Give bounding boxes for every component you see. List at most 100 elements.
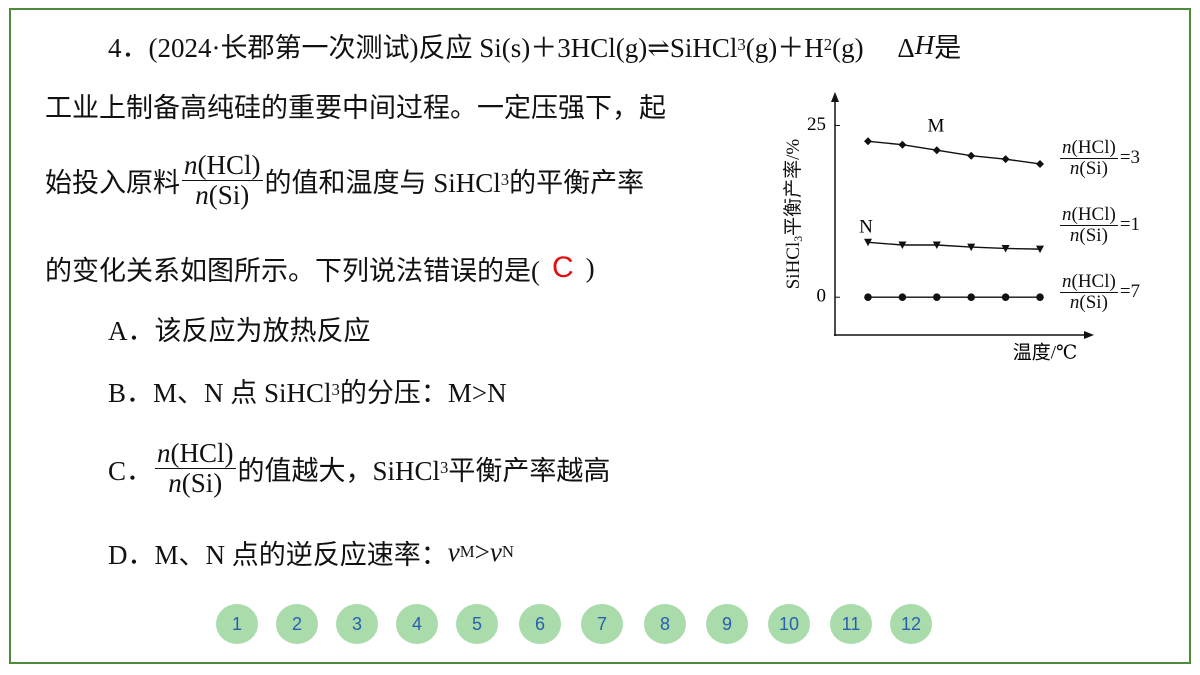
nav-button[interactable]: 10 bbox=[768, 604, 810, 644]
y-tick-label: 25 bbox=[807, 114, 826, 135]
text: 平衡产率/% bbox=[783, 138, 805, 236]
text: (g)＋H bbox=[745, 32, 824, 63]
nav-button[interactable]: 12 bbox=[890, 604, 932, 644]
nav-button[interactable]: 5 bbox=[456, 604, 498, 644]
text: (HCl) bbox=[197, 150, 261, 181]
marker bbox=[898, 293, 907, 302]
nav-button[interactable]: 4 bbox=[396, 604, 438, 644]
denominator: n(Si) bbox=[1069, 157, 1108, 179]
nav-button[interactable]: 1 bbox=[216, 604, 258, 644]
text: (Si) bbox=[1079, 291, 1108, 313]
nav-button[interactable]: 6 bbox=[519, 604, 561, 644]
italic-text: H bbox=[914, 29, 935, 60]
fraction: n(HCl) n(Si) bbox=[155, 439, 236, 497]
text: (g) Δ bbox=[832, 32, 915, 63]
answer: C bbox=[552, 251, 574, 284]
y-axis-arrow bbox=[831, 92, 839, 102]
numerator: n(HCl) bbox=[1060, 272, 1118, 293]
nav-button[interactable]: 11 bbox=[830, 604, 872, 644]
text: (HCl) bbox=[1071, 204, 1116, 225]
italic-text: n bbox=[184, 150, 198, 181]
nav-button[interactable]: 8 bbox=[644, 604, 686, 644]
series-line bbox=[867, 140, 1041, 165]
subscript: 3 bbox=[737, 35, 746, 54]
marker bbox=[898, 140, 907, 149]
text: 的分压：M>N bbox=[339, 377, 507, 408]
marker bbox=[932, 241, 941, 250]
question-line: 的变化关系如图所示。下列说法错误的是(C) bbox=[45, 238, 595, 298]
subscript: 3 bbox=[440, 458, 449, 477]
text: ) bbox=[585, 252, 595, 283]
legend-value: =1 bbox=[1119, 214, 1141, 236]
marker bbox=[1001, 155, 1010, 164]
fraction: n(HCl) n(Si) bbox=[1060, 272, 1118, 313]
legend-value: =3 bbox=[1119, 147, 1141, 169]
italic-text: n bbox=[1069, 291, 1080, 313]
fraction: n(HCl) n(Si) bbox=[1060, 138, 1118, 179]
text: (HCl) bbox=[1071, 271, 1116, 292]
text: > bbox=[474, 536, 490, 567]
subscript: 3 bbox=[791, 235, 805, 242]
subscript: 3 bbox=[500, 170, 510, 189]
text: (Si) bbox=[181, 467, 223, 498]
fraction: n(HCl) n(Si) bbox=[182, 151, 263, 209]
marker bbox=[864, 137, 872, 146]
text: 的值越大，SiHCl bbox=[237, 455, 441, 486]
denominator: n(Si) bbox=[168, 467, 223, 498]
marker bbox=[1036, 293, 1044, 302]
text: 的平衡产率 bbox=[509, 167, 645, 198]
text: B．M、N 点 SiHCl bbox=[108, 377, 332, 408]
option: C． n(HCl) n(Si) 的值越大，SiHCl 3 平衡产率越高 bbox=[108, 438, 610, 498]
legend-value: =7 bbox=[1119, 281, 1141, 303]
text: A．该反应为放热反应 bbox=[108, 315, 371, 346]
legend-entry: n(HCl) n(Si) =1 bbox=[1058, 205, 1140, 246]
nav-button[interactable]: 2 bbox=[276, 604, 318, 644]
text: (HCl) bbox=[1071, 137, 1116, 158]
denominator: n(Si) bbox=[1069, 291, 1108, 313]
marker bbox=[864, 293, 872, 302]
italic-text: n bbox=[1069, 224, 1080, 246]
subscript: 2 bbox=[823, 35, 833, 54]
subscript: M bbox=[459, 542, 475, 561]
point-label: M bbox=[928, 116, 945, 137]
nav-button[interactable]: 3 bbox=[336, 604, 378, 644]
series-line bbox=[867, 241, 1041, 250]
marker bbox=[1001, 293, 1010, 302]
nav-button[interactable]: 7 bbox=[581, 604, 623, 644]
text: D．M、N 点的逆反应速率： bbox=[108, 539, 448, 570]
italic-text: n bbox=[1062, 137, 1072, 158]
marker bbox=[933, 293, 941, 302]
numerator: n(HCl) bbox=[155, 438, 236, 469]
text: 平衡产率越高 bbox=[448, 455, 611, 486]
text: (HCl) bbox=[170, 438, 234, 469]
text: 工业上制备高纯硅的重要中间过程。一定压强下，起 bbox=[45, 92, 666, 123]
option: D．M、N 点的逆反应速率： v M > v N bbox=[108, 522, 514, 582]
denominator: n(Si) bbox=[195, 180, 249, 209]
italic-text: n bbox=[1069, 157, 1080, 179]
subscript: N bbox=[501, 542, 514, 561]
marker bbox=[1001, 244, 1010, 253]
question-line: 工业上制备高纯硅的重要中间过程。一定压强下，起 bbox=[45, 75, 666, 135]
point-label: N bbox=[859, 217, 873, 238]
x-axis-arrow bbox=[1084, 331, 1094, 339]
numerator: n(HCl) bbox=[182, 150, 263, 181]
y-axis-label: SiHCl3平衡产率/% bbox=[778, 139, 806, 290]
marker bbox=[1036, 159, 1044, 168]
italic-text: n bbox=[1062, 271, 1072, 292]
denominator: n(Si) bbox=[1069, 224, 1108, 246]
text: SiHCl bbox=[783, 241, 805, 290]
option: B．M、N 点 SiHCl 3 的分压：M>N bbox=[108, 360, 507, 420]
text: (Si) bbox=[1079, 224, 1108, 246]
marker bbox=[967, 151, 976, 160]
text: 4．(2024·长郡第一次测试)反应 Si(s)＋3HCl(g)⇌SiHCl bbox=[108, 32, 738, 63]
numerator: n(HCl) bbox=[1060, 205, 1118, 226]
marker bbox=[932, 146, 941, 155]
nav-button[interactable]: 9 bbox=[706, 604, 748, 644]
legend-entry: n(HCl) n(Si) =7 bbox=[1058, 272, 1140, 313]
fraction: n(HCl) n(Si) bbox=[1060, 205, 1118, 246]
italic-text: v bbox=[489, 536, 502, 567]
question-line: 4．(2024·长郡第一次测试)反应 Si(s)＋3HCl(g)⇌SiHCl 3(… bbox=[108, 15, 961, 75]
text: (Si) bbox=[1079, 157, 1108, 179]
